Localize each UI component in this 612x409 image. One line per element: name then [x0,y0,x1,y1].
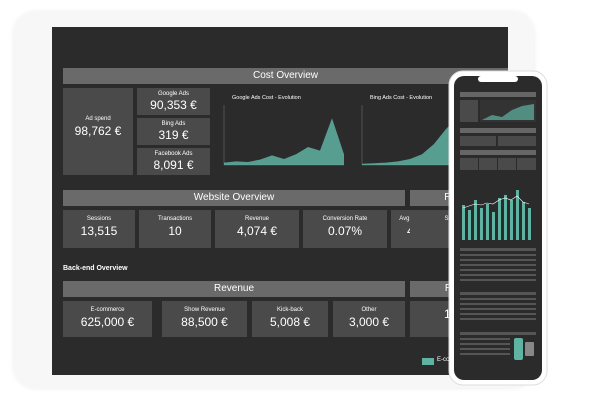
kpi-label: Conversion Rate [322,216,368,222]
kpi-value: 319 € [158,128,189,142]
kpi-value: 625,000 € [80,315,135,329]
dashboard-screen: Cost Overview Ad spend 98,762 € Google A… [52,27,508,375]
kpi-box: Conversion Rate 0.07% [303,210,387,248]
kpi-value: 5,008 € [269,315,311,329]
kpi-label: Kick-back [276,307,303,313]
section-header: Cost Overview [63,68,508,84]
kpi-box: Ad spend 98,762 € [63,88,133,175]
kpi-box: Transactions 10 [139,210,211,248]
legend-swatch [422,358,434,365]
kpi-value: 98,762 € [74,124,122,138]
kpi-value: 4,074 € [236,224,278,238]
kpi-label: E-commerce [90,307,125,313]
kpi-box: E-commerce 625,000 € [63,301,152,337]
kpi-box: Revenue 4,074 € [215,210,299,248]
section-header: Revenue [63,281,405,297]
kpi-box: Sessions 13,515 [63,210,135,248]
kpi-value: 88,500 € [181,315,228,329]
kpi-value: 13,515 [80,224,118,238]
kpi-value: 3,000 € [348,315,390,329]
section-header: Website Overview [63,190,405,206]
kpi-label: Sessions [86,216,112,222]
kpi-label: Revenue [244,216,270,222]
kpi-box: Other 3,000 € [333,301,405,337]
chart-title: Bing Ads Cost - Evolution [370,95,433,101]
kpi-value: 10 [168,224,182,238]
legend-label: E-com [437,357,455,363]
kpi-value: 90,353 € [150,98,197,112]
kpi-box: Kick-back 5,008 € [252,301,328,337]
kpi-label: Facebook Ads [154,151,193,157]
section-title: Back-end Overview [63,265,128,272]
kpi-value: 8,091 € [153,158,194,172]
kpi-box: Google Ads 90,353 € [137,88,210,115]
kpi-label: Ad spend [85,116,111,122]
kpi-label: Google Ads [157,91,190,97]
kpi-label: Bing Ads [161,121,186,127]
kpi-value: 0.07% [327,224,363,238]
phone-mockup [448,70,548,386]
kpi-label: Show Revenue [184,307,225,313]
kpi-box: Bing Ads 319 € [137,118,210,145]
kpi-label: Other [361,307,377,313]
kpi-box: Facebook Ads 8,091 € [137,148,210,175]
chart-title: Google Ads Cost - Evolution [232,95,301,101]
area [224,118,344,165]
kpi-label: Transactions [157,216,193,222]
kpi-box: Show Revenue 88,500 € [162,301,247,337]
